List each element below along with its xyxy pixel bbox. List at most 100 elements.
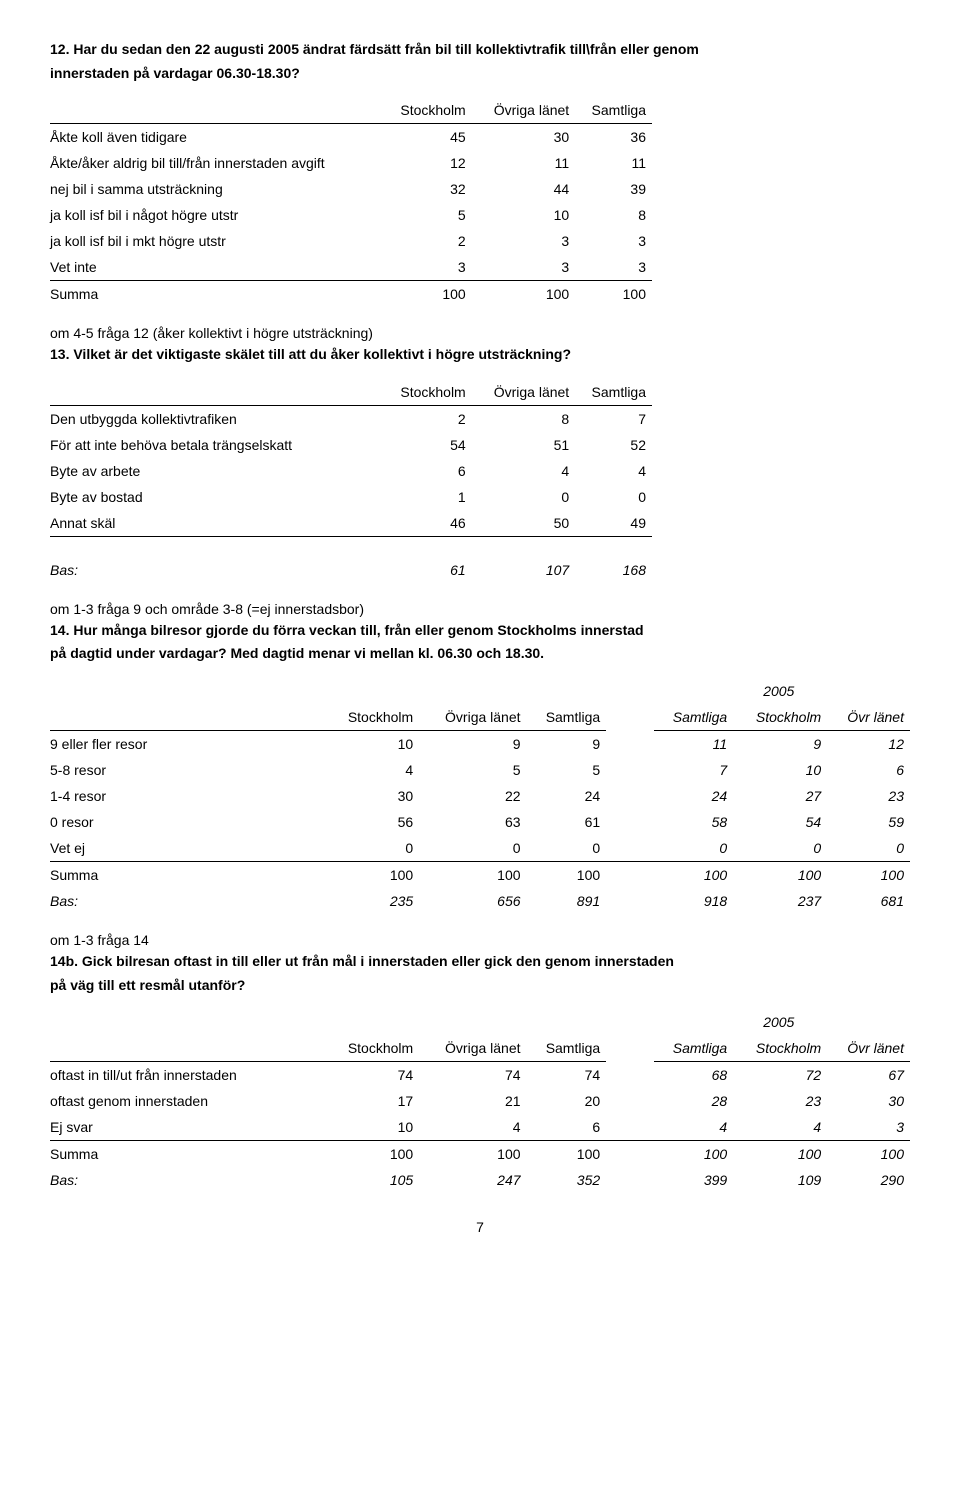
row-value: 5 [419,757,526,783]
table-row: Summa100100100100100100 [50,861,910,888]
row-value: 74 [419,1062,526,1089]
col-ovriga: Övriga länet [419,704,526,731]
table-row: Byte av arbete644 [50,458,652,484]
row-value: 168 [575,557,652,583]
row-value-2005: 0 [654,835,734,862]
row-value: 0 [419,835,526,862]
row-value: 0 [527,835,607,862]
col-stockholm: Stockholm [381,379,472,406]
row-value: 3 [472,228,575,254]
table-header-row: Stockholm Övriga länet Samtliga Samtliga… [50,704,910,731]
row-label: Summa [50,281,381,308]
q14b-table: 2005 Stockholm Övriga länet Samtliga Sam… [50,1009,910,1193]
row-label: För att inte behöva betala trängselskatt [50,432,381,458]
table-row: oftast in till/ut från innerstaden747474… [50,1062,910,1089]
row-value-2005: 4 [733,1114,827,1141]
row-label: Byte av bostad [50,484,381,510]
row-value: 54 [381,432,472,458]
row-value-2005: 59 [827,809,910,835]
table-year-row: 2005 [50,1009,910,1035]
table-row: Byte av bostad100 [50,484,652,510]
row-label: Bas: [50,557,381,583]
row-label: Vet ej [50,835,325,862]
q14-note: om 1-3 fråga 9 och område 3-8 (=ej inner… [50,601,910,617]
col-ovriga: Övriga länet [472,97,575,124]
table-header-row: Stockholm Övriga länet Samtliga Samtliga… [50,1035,910,1062]
q12-title-line2: innerstaden på vardagar 06.30-18.30? [50,64,910,84]
row-value: 17 [325,1088,419,1114]
spacer-cell [606,1141,653,1168]
spacer-cell [606,835,653,862]
col-samtliga: Samtliga [575,97,652,124]
col-blank [50,704,325,731]
row-value: 4 [575,458,652,484]
row-value: 39 [575,176,652,202]
row-value: 11 [575,150,652,176]
spacer-cell [606,730,653,757]
row-value: 3 [575,228,652,254]
row-value: 9 [419,730,526,757]
q14-table: 2005 Stockholm Övriga länet Samtliga Sam… [50,678,910,914]
row-value: 63 [419,809,526,835]
row-value: 100 [575,281,652,308]
table-row: Ej svar1046443 [50,1114,910,1141]
row-value: 44 [472,176,575,202]
row-value: 1 [381,484,472,510]
row-value: 10 [325,730,419,757]
q14-title-line1: 14. Hur många bilresor gjorde du förra v… [50,621,910,641]
row-label: Åkte koll även tidigare [50,124,381,151]
row-value: 21 [419,1088,526,1114]
row-value-2005: 28 [654,1088,734,1114]
row-value: 8 [575,202,652,228]
row-value-2005: 109 [733,1167,827,1193]
row-label: Summa [50,1141,325,1168]
col-stockholm2: Stockholm [733,704,827,731]
q14b-title-line1: 14b. Gick bilresan oftast in till eller … [50,952,910,972]
row-value: 20 [527,1088,607,1114]
col-ovrlanet: Övr länet [827,1035,910,1062]
row-value-2005: 681 [827,888,910,914]
row-value-2005: 100 [827,1141,910,1168]
row-value: 5 [527,757,607,783]
table-header-row: Stockholm Övriga länet Samtliga [50,97,652,124]
row-value: 4 [472,458,575,484]
row-value: 0 [325,835,419,862]
row-value-2005: 23 [827,783,910,809]
row-value-2005: 30 [827,1088,910,1114]
table-row: Vet inte333 [50,254,652,281]
row-label: Bas: [50,888,325,914]
row-value: 247 [419,1167,526,1193]
spacer-cell [606,757,653,783]
spacer-cell [606,783,653,809]
row-value: 105 [325,1167,419,1193]
q14-title-line2: på dagtid under vardagar? Med dagtid men… [50,644,910,664]
row-value: 12 [381,150,472,176]
col-spacer [606,1035,653,1062]
row-value: 107 [472,557,575,583]
table-row: 9 eller fler resor109911912 [50,730,910,757]
row-value: 100 [419,861,526,888]
bas-row: Bas:235656891918237681 [50,888,910,914]
row-value: 4 [325,757,419,783]
row-label: 1-4 resor [50,783,325,809]
row-value: 3 [472,254,575,281]
col-samtliga: Samtliga [527,1035,607,1062]
row-value: 10 [472,202,575,228]
spacer-cell [606,1088,653,1114]
table-row: Vet ej000000 [50,835,910,862]
row-value: 4 [419,1114,526,1141]
row-value-2005: 23 [733,1088,827,1114]
row-value: 100 [419,1141,526,1168]
row-label: 9 eller fler resor [50,730,325,757]
col-blank [50,379,381,406]
row-value: 2 [381,228,472,254]
row-value: 45 [381,124,472,151]
row-value: 11 [472,150,575,176]
row-value: 49 [575,510,652,537]
table-row: 0 resor566361585459 [50,809,910,835]
row-value-2005: 58 [654,809,734,835]
row-value-2005: 100 [654,1141,734,1168]
table-row: 1-4 resor302224242723 [50,783,910,809]
row-value: 3 [575,254,652,281]
row-label: 5-8 resor [50,757,325,783]
